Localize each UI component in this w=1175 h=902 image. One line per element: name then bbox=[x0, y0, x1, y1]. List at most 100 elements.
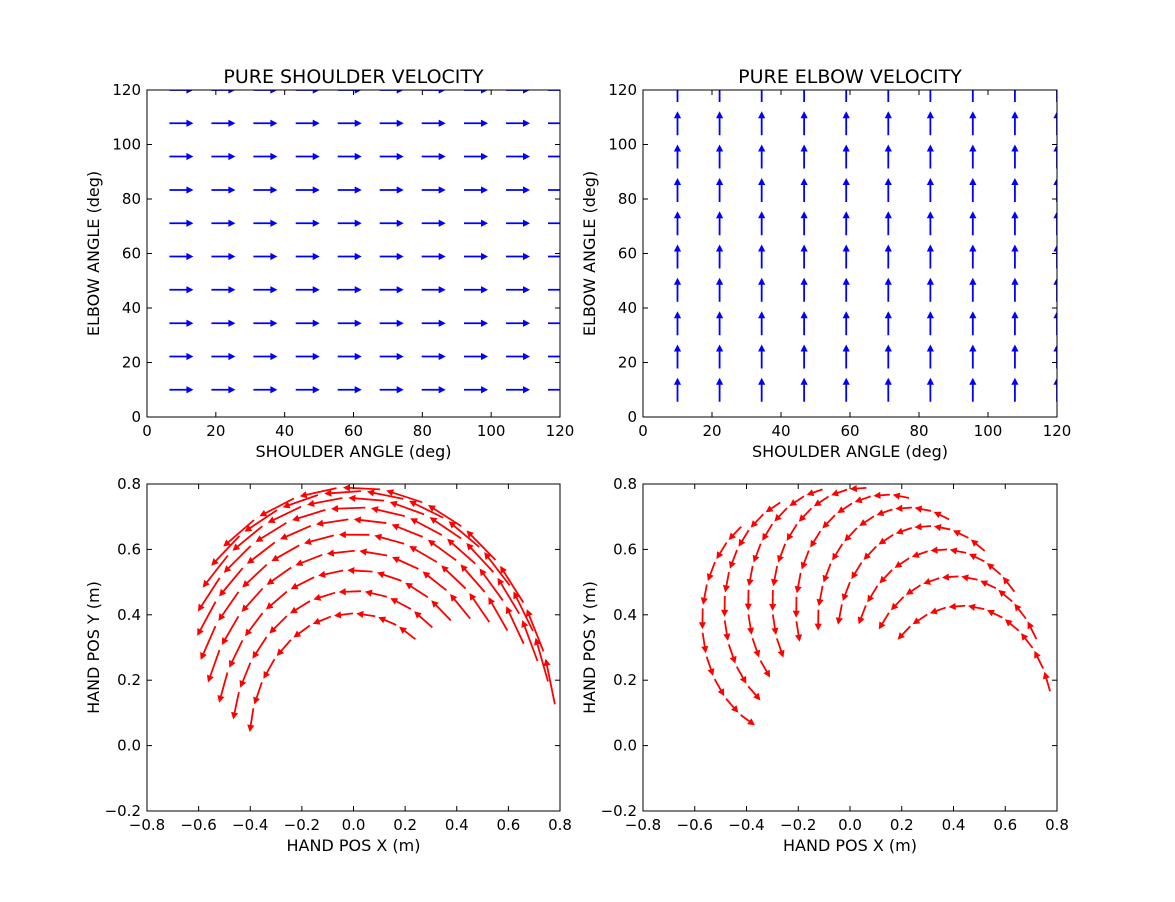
quiver-arrow bbox=[211, 152, 236, 161]
quiver-arrow bbox=[884, 344, 892, 369]
quiver-arrow bbox=[800, 178, 808, 203]
quiver-arrow bbox=[849, 484, 867, 493]
quiver-arrow bbox=[716, 542, 728, 560]
quiver-arrow bbox=[752, 543, 762, 563]
panel-1-y-axis-label: ELBOW ANGLE (deg) bbox=[580, 171, 599, 336]
quiver-arrow bbox=[831, 488, 848, 497]
quiver-arrow bbox=[758, 277, 766, 302]
quiver-arrow bbox=[926, 311, 934, 336]
quiver-arrow bbox=[926, 144, 934, 169]
quiver-arrow bbox=[506, 386, 531, 394]
quiver-arrow bbox=[1011, 344, 1019, 369]
y-tick-label: 0.6 bbox=[613, 540, 637, 558]
quiver-arrow bbox=[506, 152, 531, 161]
quiver-arrow bbox=[698, 608, 707, 630]
quiver-arrow bbox=[295, 554, 323, 567]
quiver-arrow bbox=[813, 495, 830, 507]
y-tick-label: 0.8 bbox=[117, 475, 141, 493]
quiver-arrow bbox=[266, 566, 292, 585]
quiver-arrow bbox=[506, 319, 531, 327]
quiver-arrow bbox=[348, 494, 385, 502]
quiver-arrow bbox=[771, 614, 779, 635]
y-tick-label: 0.0 bbox=[117, 737, 141, 755]
quiver-arrow bbox=[715, 311, 724, 336]
quiver-arrow bbox=[410, 518, 443, 536]
quiver-arrow bbox=[441, 565, 467, 590]
quiver-arrow bbox=[427, 539, 457, 562]
quiver-arrow bbox=[269, 615, 288, 634]
x-tick-label: −0.4 bbox=[728, 816, 764, 834]
quiver-arrow bbox=[929, 606, 947, 615]
quiver-arrow bbox=[835, 604, 843, 625]
quiver-arrow bbox=[279, 524, 312, 540]
quiver-arrow bbox=[253, 119, 278, 127]
quiver-arrow bbox=[252, 636, 268, 659]
quiver-arrow bbox=[421, 252, 446, 261]
quiver-arrow bbox=[246, 541, 276, 564]
quiver-arrow bbox=[295, 386, 320, 394]
quiver-arrow bbox=[548, 189, 560, 191]
quiver-arrow bbox=[842, 144, 850, 169]
x-tick-label: 0.0 bbox=[342, 816, 366, 834]
quiver-arrow bbox=[169, 319, 194, 327]
quiver-arrow bbox=[342, 484, 381, 492]
panel-2-x-axis-label: HAND POS X (m) bbox=[287, 836, 421, 855]
quiver-arrow bbox=[842, 178, 850, 203]
quiver-arrow bbox=[800, 344, 808, 369]
quiver-arrow bbox=[379, 319, 404, 327]
quiver-arrow bbox=[1011, 111, 1019, 136]
quiver-arrow bbox=[1004, 619, 1020, 632]
quiver-arrow bbox=[312, 615, 332, 625]
quiver-arrow bbox=[1034, 650, 1044, 669]
x-tick-label: 80 bbox=[909, 422, 928, 440]
x-tick-label: 0 bbox=[638, 422, 648, 440]
y-tick-label: 120 bbox=[112, 81, 141, 99]
quiver-arrow bbox=[253, 252, 278, 261]
quiver-arrow bbox=[758, 344, 766, 369]
quiver-arrow bbox=[232, 525, 263, 551]
quiver-arrow bbox=[263, 658, 276, 679]
quiver-arrow bbox=[379, 219, 404, 227]
x-tick-label: 40 bbox=[275, 422, 294, 440]
quiver-arrow bbox=[337, 319, 362, 327]
panel-2-quiver-arrows bbox=[197, 484, 556, 732]
quiver-arrow bbox=[814, 609, 822, 631]
quiver-arrow bbox=[347, 566, 373, 575]
panel-3-y-axis-label: HAND POS Y (m) bbox=[580, 581, 599, 714]
quiver-arrow bbox=[324, 489, 361, 497]
quiver-arrow bbox=[206, 649, 221, 683]
y-tick-label: 100 bbox=[608, 136, 637, 154]
panel-2-x-ticks: −0.8 −0.6 −0.4 −0.2 0.0 0.2 0.4 0.6 0.8 bbox=[129, 484, 572, 834]
quiver-arrow bbox=[253, 219, 278, 227]
quiver-arrow bbox=[758, 244, 766, 269]
y-tick-label: 80 bbox=[122, 190, 141, 208]
quiver-arrow bbox=[169, 219, 194, 227]
quiver-arrow bbox=[1011, 277, 1019, 302]
quiver-arrow bbox=[884, 377, 892, 402]
quiver-arrow bbox=[822, 514, 836, 529]
quiver-arrow bbox=[676, 90, 679, 102]
x-tick-label: 0.2 bbox=[393, 816, 417, 834]
quiver-arrow bbox=[211, 252, 236, 261]
quiver-arrow bbox=[488, 597, 509, 632]
quiver-arrow bbox=[884, 144, 892, 169]
quiver-arrow bbox=[211, 219, 236, 227]
quiver-arrow bbox=[253, 286, 278, 294]
panel-3-y-ticks: −0.2 0.0 0.2 0.4 0.6 0.8 bbox=[601, 475, 1057, 820]
quiver-arrow bbox=[548, 155, 560, 158]
quiver-arrow bbox=[1014, 90, 1016, 102]
panel-2-y-ticks: −0.2 0.0 0.2 0.4 0.6 0.8 bbox=[105, 475, 560, 820]
quiver-arrow bbox=[202, 554, 229, 588]
quiver-arrow bbox=[1042, 671, 1051, 692]
x-tick-label: 80 bbox=[413, 422, 432, 440]
quiver-arrow bbox=[337, 386, 362, 394]
quiver-arrow bbox=[895, 526, 912, 535]
quiver-arrow bbox=[548, 355, 560, 358]
quiver-arrow bbox=[970, 539, 986, 552]
quiver-arrow bbox=[800, 144, 808, 169]
quiver-arrow bbox=[295, 152, 320, 161]
quiver-arrow bbox=[359, 548, 388, 557]
quiver-arrow bbox=[282, 494, 319, 509]
quiver-arrow bbox=[484, 552, 511, 586]
quiver-arrow bbox=[211, 319, 236, 327]
